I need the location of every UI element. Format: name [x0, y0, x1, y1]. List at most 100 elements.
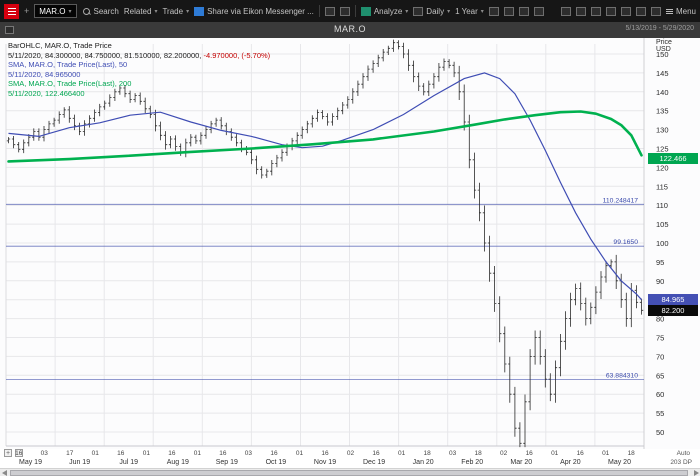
chart-window-titlebar[interactable]: MAR.O 5/13/2019 - 5/29/2020 — [0, 22, 700, 38]
range-select[interactable]: 1 Year ▾ — [455, 7, 484, 16]
svg-text:USD: USD — [656, 46, 671, 53]
x-axis-day-tick: 01 — [397, 450, 406, 457]
x-axis-day-tick: 03 — [40, 450, 48, 457]
x-axis-days: + Auto 16 03 17 01 16 01 16 01 16 03 16 01 16 02 16 01 1… — [0, 449, 700, 458]
x-axis-day-tick: 16 — [372, 450, 380, 457]
svg-text:Price: Price — [656, 39, 672, 46]
svg-text:135: 135 — [656, 107, 669, 116]
x-axis-month-label: Mar 20 — [510, 459, 533, 466]
x-axis-day-tick: 16 — [576, 450, 584, 457]
chevron-down-icon: ▾ — [447, 8, 451, 15]
analyze-icon — [360, 6, 371, 16]
x-axis-day-tick: 01 — [142, 450, 151, 457]
chart-legend: BarOHLC, MAR.O, Trade Price 5/11/2020, 8… — [8, 41, 270, 98]
svg-text:70: 70 — [656, 352, 664, 361]
x-axis-months: 203 DP May 19 Jun 19 Jul 19 Aug 19 Sep 19 Oct… — [0, 458, 700, 468]
x-axis-day-tick: 01 — [91, 450, 99, 457]
x-axis-day-tick: 16 — [168, 450, 176, 457]
x-axis-day-tick: 16 — [117, 450, 125, 457]
x-axis-day-tick: 18 — [423, 450, 431, 457]
axis-auto-toggle[interactable]: Auto — [676, 450, 690, 457]
range-label: 1 Year — [455, 6, 478, 16]
legend-series-ohlc: BarOHLC, MAR.O, Trade Price — [8, 41, 112, 50]
x-axis-month-label: May 20 — [608, 459, 631, 466]
menu-button[interactable]: Menu — [665, 7, 696, 16]
window-menu-icon[interactable] — [5, 26, 14, 34]
price-chart[interactable]: 1501451401351301251201151101051009590858… — [0, 38, 700, 449]
svg-text:100: 100 — [656, 239, 669, 248]
camera-icon[interactable] — [324, 6, 335, 16]
x-axis-month-label: Jun 19 — [69, 459, 91, 466]
messenger-icon — [194, 6, 205, 16]
svg-text:50: 50 — [656, 428, 664, 437]
window-title: MAR.O — [333, 24, 366, 34]
legend-ohlc-values-row: 5/11/2020, 84.300000, 84.750000, 81.5100… — [8, 51, 270, 61]
x-axis-day-tick: 01 — [551, 450, 559, 457]
candlestick-icon[interactable] — [488, 6, 499, 16]
svg-text:105: 105 — [656, 220, 669, 229]
legend-series-sma200: SMA, MAR.O, Trade Price(Last), 200 — [8, 79, 132, 88]
pan-mode-icon[interactable] — [15, 449, 23, 457]
chevron-down-icon: ▾ — [154, 8, 158, 15]
text-annotation-icon[interactable] — [533, 6, 544, 16]
mail-icon[interactable] — [339, 6, 350, 16]
analyze-button[interactable]: Analyze ▾ — [360, 6, 408, 16]
chart-scrollbar[interactable] — [0, 468, 700, 476]
zoom-in-icon[interactable] — [590, 6, 601, 16]
symbol-search-input[interactable]: MAR.O ▾ — [34, 4, 77, 18]
related-button[interactable]: Related ▾ — [124, 7, 158, 16]
x-axis-month-label: Oct 19 — [265, 459, 287, 466]
share-button[interactable]: Share via Eikon Messenger ... — [194, 6, 314, 16]
chevron-down-icon: ▾ — [480, 8, 484, 15]
scrollbar-thumb[interactable] — [10, 470, 688, 476]
hamburger-icon — [7, 10, 16, 12]
scroll-left-arrow[interactable] — [2, 470, 7, 476]
add-symbol-icon[interactable]: + — [24, 6, 30, 16]
x-axis-day-tick: 03 — [448, 450, 457, 457]
x-axis-month-label: Jan 20 — [412, 459, 434, 466]
zoom-mode-icon[interactable]: + — [4, 449, 12, 457]
redo-icon[interactable] — [575, 6, 586, 16]
x-axis-day-tick: 16 — [525, 450, 533, 457]
analyze-label: Analyze — [373, 6, 403, 16]
drawing-icon[interactable] — [518, 6, 529, 16]
trade-label: Trade — [162, 6, 184, 16]
x-axis-month-label: Apr 20 — [560, 459, 581, 466]
svg-text:145: 145 — [656, 69, 669, 78]
app-menu-button[interactable] — [4, 3, 19, 19]
svg-text:125: 125 — [656, 145, 669, 154]
scroll-right-arrow[interactable] — [694, 470, 699, 476]
x-axis-month-label: Nov 19 — [313, 459, 337, 466]
settings-icon[interactable] — [650, 6, 661, 16]
menu-icon — [665, 10, 673, 12]
toolbar-divider — [318, 5, 320, 17]
x-axis-day-tick: 18 — [627, 450, 635, 457]
chevron-down-icon: ▾ — [68, 8, 72, 15]
svg-text:115: 115 — [656, 182, 668, 191]
zoom-out-icon[interactable] — [605, 6, 616, 16]
x-axis-day-tick: 02 — [346, 450, 355, 457]
related-label: Related — [123, 6, 152, 16]
x-axis-month-label: Aug 19 — [166, 459, 189, 466]
svg-text:99.1650: 99.1650 — [613, 239, 638, 246]
top-toolbar: + MAR.O ▾ Search Related ▾ Trade ▾ Share… — [0, 0, 700, 22]
x-axis-month-label: May 19 — [19, 459, 42, 466]
x-axis-day-tick: 03 — [244, 450, 253, 457]
indicator-icon[interactable] — [503, 6, 514, 16]
chart-area[interactable]: 1501451401351301251201151101051009590858… — [0, 38, 700, 449]
symbol-input-value: MAR.O — [39, 6, 66, 16]
datapoints-label: 203 DP — [670, 459, 692, 466]
last-price-badge: 82.200 — [648, 304, 698, 316]
interval-select[interactable]: Daily ▾ — [413, 6, 451, 16]
search-button[interactable]: Search — [82, 7, 119, 16]
x-axis-day-tick: 01 — [193, 450, 202, 457]
svg-text:55: 55 — [656, 409, 664, 418]
trade-button[interactable]: Trade ▾ — [162, 7, 189, 16]
svg-text:130: 130 — [656, 126, 669, 135]
undo-icon[interactable] — [560, 6, 571, 16]
svg-text:120: 120 — [656, 163, 669, 172]
screenshot-icon[interactable] — [620, 6, 631, 16]
x-axis-day-tick: 01 — [602, 450, 610, 457]
print-icon[interactable] — [635, 6, 646, 16]
x-axis-day-tick: 16 — [15, 450, 23, 457]
